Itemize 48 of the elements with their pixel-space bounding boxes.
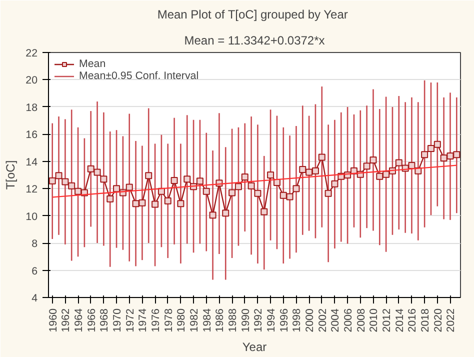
y-tick-label: 8 xyxy=(32,238,38,250)
x-tick-label: 1964 xyxy=(73,308,86,332)
x-tick-label: 2016 xyxy=(406,308,419,332)
chart-title: Mean Plot of T[oC] grouped by Year xyxy=(157,8,348,22)
x-tick-label: 2000 xyxy=(304,308,316,332)
x-tick-label: 2020 xyxy=(432,308,444,332)
x-tick-label: 1996 xyxy=(278,308,290,332)
x-tick-label: 1994 xyxy=(266,308,278,332)
x-tick-label: 1966 xyxy=(86,308,98,332)
x-tick-label: 2004 xyxy=(330,308,342,332)
y-tick-label: 20 xyxy=(26,74,38,87)
y-tick-label: 18 xyxy=(26,102,38,114)
y-tick-label: 12 xyxy=(26,184,38,196)
x-tick-label: 2010 xyxy=(368,308,380,332)
x-tick-label: 1980 xyxy=(176,308,188,332)
x-tick-label: 2002 xyxy=(316,308,329,332)
annotation: Mean±0.95 Conf. Interval xyxy=(79,70,199,82)
y-tick-label: 22 xyxy=(26,48,38,60)
x-tick-label: 1972 xyxy=(124,308,136,332)
y-tick-label: 6 xyxy=(32,265,38,278)
y-tick-label: 16 xyxy=(26,129,38,142)
x-tick-label: 1986 xyxy=(214,308,226,332)
x-tick-label: 1970 xyxy=(112,308,124,332)
x-tick-label: 1974 xyxy=(137,308,150,332)
x-tick-label: 1992 xyxy=(252,308,265,332)
x-tick-label: 1988 xyxy=(227,308,240,332)
x-tick-label: 2008 xyxy=(355,308,368,332)
x-tick-label: 2018 xyxy=(420,308,432,332)
x-tick-label: 2006 xyxy=(342,308,355,332)
x-tick-label: 1998 xyxy=(291,308,304,332)
y-tick-label: 4 xyxy=(32,292,38,304)
x-tick-label: 1990 xyxy=(240,308,252,332)
x-tick-label: 2012 xyxy=(381,308,394,332)
x-tick-label: 1960 xyxy=(47,308,60,332)
x-tick-label: 1978 xyxy=(162,308,175,332)
chart-subtitle: Mean = 11.3342+0.0372*x xyxy=(184,34,325,48)
x-axis-title: Year xyxy=(242,340,267,354)
x-tick-label: 1962 xyxy=(60,308,72,332)
x-tick-label: 1982 xyxy=(188,308,201,332)
x-tick-label: 2014 xyxy=(394,308,406,332)
legend-label: Mean xyxy=(79,58,106,70)
y-tick-label: 14 xyxy=(26,156,38,168)
y-axis-title: T[oC] xyxy=(4,160,18,190)
y-tick-label: 10 xyxy=(26,210,38,223)
x-tick-label: 1968 xyxy=(98,308,111,332)
x-tick-label: 2022 xyxy=(445,308,458,332)
x-tick-label: 1984 xyxy=(201,308,214,332)
x-tick-label: 1976 xyxy=(150,308,162,332)
